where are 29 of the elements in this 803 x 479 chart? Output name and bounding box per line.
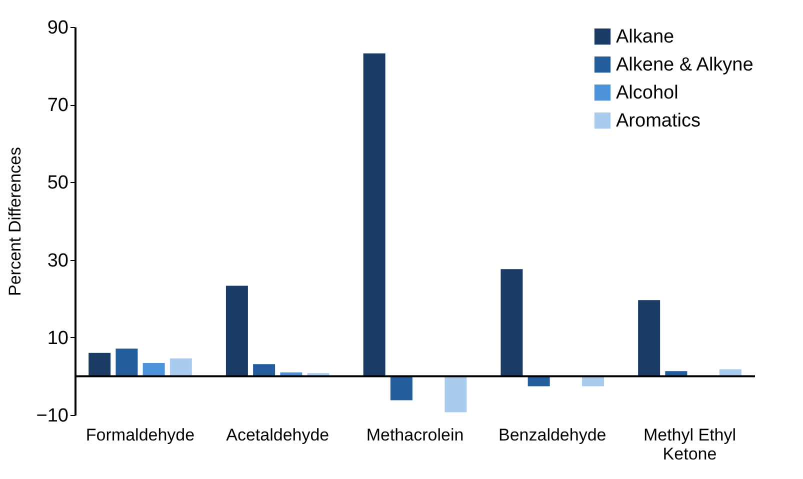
- bar: [390, 376, 412, 400]
- y-axis-title: Percent Differences: [5, 147, 24, 296]
- x-tick-label: Methyl Ethyl Ketone: [643, 426, 736, 464]
- bar: [582, 376, 604, 386]
- bar: [444, 376, 467, 412]
- bar: [638, 300, 660, 376]
- bar: [528, 376, 550, 386]
- bar: [116, 348, 138, 376]
- legend-label: Aromatics: [616, 110, 700, 132]
- bar: [170, 358, 192, 376]
- legend-label: Alkene & Alkyne: [616, 54, 754, 76]
- bar: [500, 269, 523, 376]
- y-tick-label: −10: [36, 406, 68, 426]
- legend-label: Alkane: [616, 26, 674, 48]
- y-tick-label: 50: [47, 172, 68, 194]
- y-tick-label: 90: [47, 18, 68, 38]
- legend-label: Alcohol: [616, 82, 678, 104]
- y-tick-label: 10: [47, 328, 68, 349]
- y-tick-label: 70: [47, 95, 68, 116]
- x-tick-label: Benzaldehyde: [498, 426, 606, 444]
- x-tick-label: Formaldehyde: [86, 426, 195, 444]
- bar: [88, 352, 111, 376]
- y-tick-label: 30: [47, 250, 68, 272]
- bar: [253, 364, 276, 376]
- x-tick-label: Acetaldehyde: [226, 426, 330, 444]
- bar: [363, 53, 386, 376]
- bar: [226, 286, 248, 376]
- bar: [142, 363, 165, 376]
- x-tick-label: Methacrolein: [366, 426, 464, 444]
